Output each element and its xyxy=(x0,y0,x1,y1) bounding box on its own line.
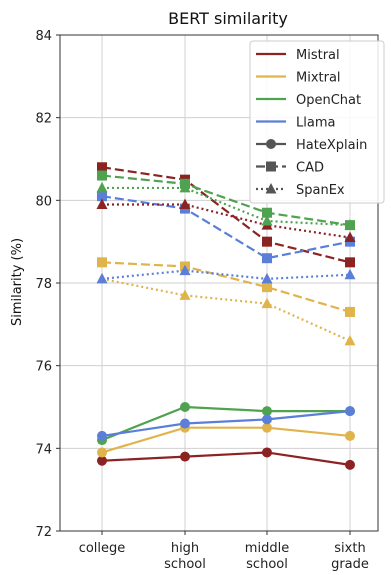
series-openchat-cad-point-0 xyxy=(97,170,107,181)
series-openchat-spanex xyxy=(96,181,356,230)
series-mistral-hatexplain-line xyxy=(101,451,351,466)
series-openchat-spanex-point-0 xyxy=(96,181,108,193)
series-llama-hatexplain-point-0 xyxy=(97,430,107,441)
y-tick-label-72: 72 xyxy=(35,525,52,540)
legend-label-openchat: OpenChat xyxy=(296,93,361,108)
legend-entry-openchat: OpenChat xyxy=(256,93,361,108)
series-llama-spanex-point-3 xyxy=(344,268,356,280)
series-mistral-spanex-line xyxy=(102,203,351,239)
x-tick-label-middle-school: middle school xyxy=(245,541,289,572)
series-mixtral-cad-point-0 xyxy=(97,257,107,268)
series-mixtral-hatexplain-point-2 xyxy=(262,422,272,433)
series-openchat-spanex-point-2 xyxy=(261,215,273,226)
legend-entry-mistral: Mistral xyxy=(256,48,340,63)
series-openchat-hatexplain-point-1 xyxy=(180,402,190,412)
series-mixtral-cad-point-2 xyxy=(262,282,272,293)
series-llama-hatexplain-point-1 xyxy=(180,418,190,429)
legend-entry-llama: Llama xyxy=(256,116,335,131)
series-openchat-cad-point-2 xyxy=(262,207,272,218)
series-openchat-spanex-line xyxy=(102,186,351,227)
legend-label-mixtral: Mixtral xyxy=(296,71,341,86)
series-mistral-spanex-point-3 xyxy=(344,231,356,243)
series-mistral-spanex xyxy=(96,198,356,243)
y-tick-label-82: 82 xyxy=(35,112,52,127)
legend-label-spanex: SpanEx xyxy=(296,183,345,198)
x-tick-label-college: college xyxy=(79,541,126,556)
series-mixtral-spanex-line xyxy=(101,277,351,342)
y-axis-label: Similarity (%) xyxy=(10,238,25,326)
series-mistral-hatexplain-point-2 xyxy=(262,447,272,458)
series-openchat-spanex-point-3 xyxy=(344,219,356,230)
series-llama-spanex xyxy=(96,264,356,284)
series-llama-hatexplain-line xyxy=(101,410,351,438)
series-mixtral-cad-point-3 xyxy=(345,306,355,317)
series-mistral-cad-point-3 xyxy=(345,257,355,268)
series-openchat-hatexplain-line xyxy=(101,405,350,442)
series-mistral-hatexplain-point-3 xyxy=(345,459,355,470)
series-mixtral-hatexplain xyxy=(97,422,355,458)
series-mistral-cad-line xyxy=(101,166,351,264)
series-llama-spanex-point-0 xyxy=(96,272,108,284)
chart-title: BERT similarity xyxy=(168,9,288,28)
series-mixtral-spanex-point-1 xyxy=(179,289,191,300)
series-mistral-hatexplain-point-0 xyxy=(97,455,107,466)
series-llama-cad-point-2 xyxy=(262,253,272,264)
series-mixtral-spanex xyxy=(96,272,356,346)
series-llama-hatexplain-point-2 xyxy=(262,414,272,425)
series-openchat-hatexplain xyxy=(97,402,355,446)
legend-entry-hatexplain: HateXplain xyxy=(256,138,367,153)
series-llama-cad-line xyxy=(101,195,351,260)
series-mistral-cad-point-0 xyxy=(97,162,107,173)
series-llama-hatexplain-point-3 xyxy=(345,406,355,417)
legend-label-mistral: Mistral xyxy=(296,48,340,63)
series-lines xyxy=(96,162,356,470)
series-mistral-hatexplain xyxy=(97,447,355,470)
legend-entry-cad: CAD xyxy=(256,161,324,176)
series-mixtral-hatexplain-line xyxy=(101,426,351,454)
series-llama-spanex-point-1 xyxy=(179,264,191,276)
series-llama-spanex-line xyxy=(101,269,351,280)
series-mistral-spanex-point-0 xyxy=(96,198,108,209)
legend-marker-cad xyxy=(266,161,276,172)
y-tick-label-80: 80 xyxy=(35,194,52,209)
series-mixtral-spanex-point-3 xyxy=(344,334,356,346)
series-mistral-spanex-point-1 xyxy=(179,198,191,209)
series-llama-spanex-point-2 xyxy=(261,272,273,284)
series-openchat-hatexplain-point-2 xyxy=(262,406,272,417)
legend-entry-spanex: SpanEx xyxy=(256,183,345,198)
legend-box xyxy=(249,40,385,204)
y-tick-label-78: 78 xyxy=(35,277,52,292)
series-mixtral-cad-line xyxy=(101,261,351,313)
y-tick-label-74: 74 xyxy=(35,442,52,457)
series-openchat-cad-line xyxy=(101,174,351,227)
series-mixtral-hatexplain-point-3 xyxy=(345,430,355,441)
x-tick-label-sixth-grade: sixth grade xyxy=(331,541,369,572)
x-tick-label-high-school: high school xyxy=(164,541,206,572)
legend-label-hatexplain: HateXplain xyxy=(296,138,367,153)
legend-entry-mixtral: Mixtral xyxy=(256,71,341,86)
series-llama-cad-point-0 xyxy=(97,191,107,202)
series-llama-hatexplain xyxy=(97,406,355,441)
y-tick-label-84: 84 xyxy=(35,29,52,44)
series-openchat-spanex-point-1 xyxy=(179,181,191,193)
legend-marker-hatexplain xyxy=(266,139,276,149)
series-mistral-cad-point-2 xyxy=(262,236,272,247)
series-mixtral-hatexplain-point-0 xyxy=(97,447,107,458)
legend-label-cad: CAD xyxy=(296,161,324,176)
legend-label-llama: Llama xyxy=(296,116,335,131)
series-mixtral-cad xyxy=(97,257,355,317)
series-mistral-hatexplain-point-1 xyxy=(180,451,190,462)
axis-ticks: 72 74 76 78 80 82 84 college high school middle sch… xyxy=(35,29,368,572)
y-tick-label-76: 76 xyxy=(35,360,52,375)
legend: Mistral Mixtral OpenChat Llama HateXplain CAD… xyxy=(249,40,385,204)
legend-marker-spanex xyxy=(265,183,277,194)
series-mixtral-spanex-point-2 xyxy=(261,297,273,309)
